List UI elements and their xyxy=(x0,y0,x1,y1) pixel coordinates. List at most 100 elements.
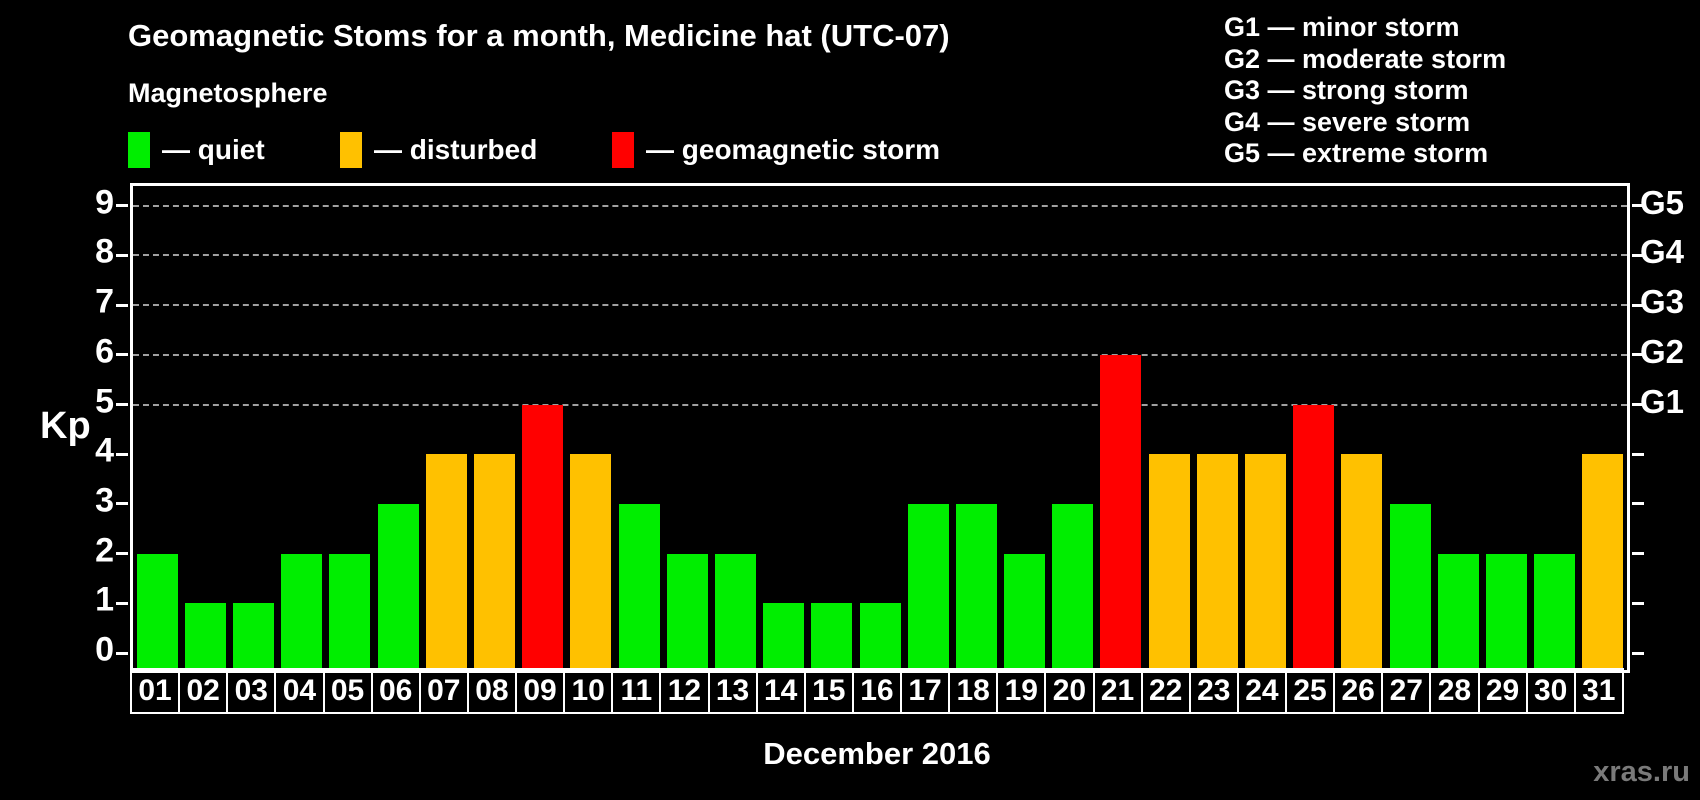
day-label-02: 02 xyxy=(178,668,229,714)
y-tick-left-1 xyxy=(116,601,128,605)
y-tick-left-2 xyxy=(116,552,128,556)
day-label-13: 13 xyxy=(707,668,758,714)
day-label-10: 10 xyxy=(563,668,614,714)
bar-day-16 xyxy=(859,603,901,670)
y-axis-label-2: 2 xyxy=(95,531,114,570)
bar-day-20 xyxy=(1052,503,1094,670)
day-label-15: 15 xyxy=(803,668,854,714)
y-axis-label-6: 6 xyxy=(95,332,114,371)
right-axis-label-G5: G5 xyxy=(1640,183,1685,221)
y-axis-label-8: 8 xyxy=(95,232,114,271)
day-label-18: 18 xyxy=(948,668,999,714)
right-axis-label-G3: G3 xyxy=(1640,283,1685,321)
y-tick-right-3 xyxy=(1632,502,1644,506)
day-label-21: 21 xyxy=(1092,668,1143,714)
bar-day-23 xyxy=(1196,454,1238,670)
y-tick-right-2 xyxy=(1632,552,1644,556)
gridline-kp-8 xyxy=(133,254,1627,257)
y-tick-right-1 xyxy=(1632,601,1644,605)
bar-day-11 xyxy=(618,503,660,670)
g-legend-item: G1 — minor storm xyxy=(1224,12,1460,42)
y-axis-label-4: 4 xyxy=(95,431,114,470)
legend-item-storm: — geomagnetic storm xyxy=(612,131,940,169)
x-axis-day-labels: 01 02 03 04 05 06 07 08 09 10 11 12 13 14 15 16 17 18 19 20… xyxy=(130,668,1624,714)
day-label-24: 24 xyxy=(1236,668,1287,714)
g-legend-item: G2 — moderate storm xyxy=(1224,43,1507,74)
bar-day-10 xyxy=(570,454,612,670)
day-label-19: 19 xyxy=(996,668,1047,714)
y-tick-left-7 xyxy=(116,303,128,307)
y-tick-right-8 xyxy=(1632,253,1644,257)
day-label-23: 23 xyxy=(1188,668,1239,714)
day-label-30: 30 xyxy=(1525,668,1576,714)
bar-day-28 xyxy=(1437,553,1479,670)
gridline-kp-9 xyxy=(133,204,1627,207)
g-scale-legend: G1 — minor storm G2 — moderate storm G3 — … xyxy=(1224,12,1506,170)
plot-area xyxy=(116,183,1644,673)
day-label-26: 26 xyxy=(1333,668,1384,714)
right-axis-label-G4: G4 xyxy=(1640,233,1685,271)
day-label-16: 16 xyxy=(851,668,902,714)
y-tick-left-5 xyxy=(116,403,128,406)
day-label-06: 06 xyxy=(370,668,421,714)
bar-day-18 xyxy=(955,503,997,670)
legend-item-disturbed: — disturbed xyxy=(340,131,537,169)
g-legend-item: G4 — severe storm xyxy=(1224,106,1471,137)
chart-title: Geomagnetic Stoms for a month, Medicine … xyxy=(128,18,950,53)
bar-day-17 xyxy=(907,503,949,670)
watermark: xras.ru xyxy=(1593,756,1690,788)
bar-day-15 xyxy=(811,603,853,670)
day-label-08: 08 xyxy=(466,668,517,714)
y-axis-title: Kp xyxy=(40,405,91,447)
y-axis-label-9: 9 xyxy=(95,183,114,222)
day-label-25: 25 xyxy=(1285,668,1336,714)
bar-day-21 xyxy=(1100,354,1142,670)
y-tick-right-7 xyxy=(1632,303,1644,307)
quiet-color-swatch xyxy=(128,132,150,168)
bar-day-30 xyxy=(1534,553,1576,670)
bar-day-27 xyxy=(1389,503,1431,670)
y-axis-label-3: 3 xyxy=(95,481,114,520)
legend-label-storm: — geomagnetic storm xyxy=(646,134,941,165)
magnetosphere-heading: Magnetosphere xyxy=(128,78,328,108)
day-label-31: 31 xyxy=(1573,668,1624,714)
y-tick-left-4 xyxy=(116,452,128,456)
bar-day-14 xyxy=(763,603,805,670)
y-tick-left-0 xyxy=(116,651,128,655)
day-label-11: 11 xyxy=(611,668,662,714)
right-axis-label-G2: G2 xyxy=(1640,332,1685,370)
day-label-22: 22 xyxy=(1140,668,1191,714)
day-label-01: 01 xyxy=(130,668,181,714)
right-axis-label-G1: G1 xyxy=(1640,382,1685,420)
bar-day-29 xyxy=(1486,553,1528,670)
legend-label-disturbed: — disturbed xyxy=(374,134,538,165)
y-axis-label-0: 0 xyxy=(95,630,114,669)
bar-day-08 xyxy=(473,454,515,670)
y-tick-right-5 xyxy=(1632,403,1644,406)
gridline-kp-6 xyxy=(133,353,1627,356)
bar-day-07 xyxy=(425,454,467,670)
bar-day-05 xyxy=(329,553,371,670)
g-legend-item: G5 — extreme storm xyxy=(1224,138,1489,168)
day-label-14: 14 xyxy=(755,668,806,714)
gridline-kp-5 xyxy=(133,403,1627,406)
bar-day-22 xyxy=(1148,454,1190,670)
gridline-kp-7 xyxy=(133,304,1627,307)
bar-day-25 xyxy=(1293,404,1335,670)
y-tick-left-6 xyxy=(116,353,128,357)
day-label-09: 09 xyxy=(515,668,566,714)
bar-day-02 xyxy=(184,603,226,670)
day-label-07: 07 xyxy=(418,668,469,714)
day-label-29: 29 xyxy=(1477,668,1528,714)
y-axis-label-7: 7 xyxy=(95,282,114,321)
x-axis-title: December 2016 xyxy=(763,736,991,771)
day-label-05: 05 xyxy=(322,668,373,714)
bar-day-09 xyxy=(522,404,564,670)
y-tick-right-6 xyxy=(1632,353,1644,357)
bar-day-31 xyxy=(1582,454,1624,670)
bar-day-01 xyxy=(136,553,178,670)
y-tick-right-9 xyxy=(1632,204,1644,208)
day-label-03: 03 xyxy=(226,668,277,714)
y-tick-right-4 xyxy=(1632,452,1644,456)
y-tick-left-3 xyxy=(116,502,128,506)
